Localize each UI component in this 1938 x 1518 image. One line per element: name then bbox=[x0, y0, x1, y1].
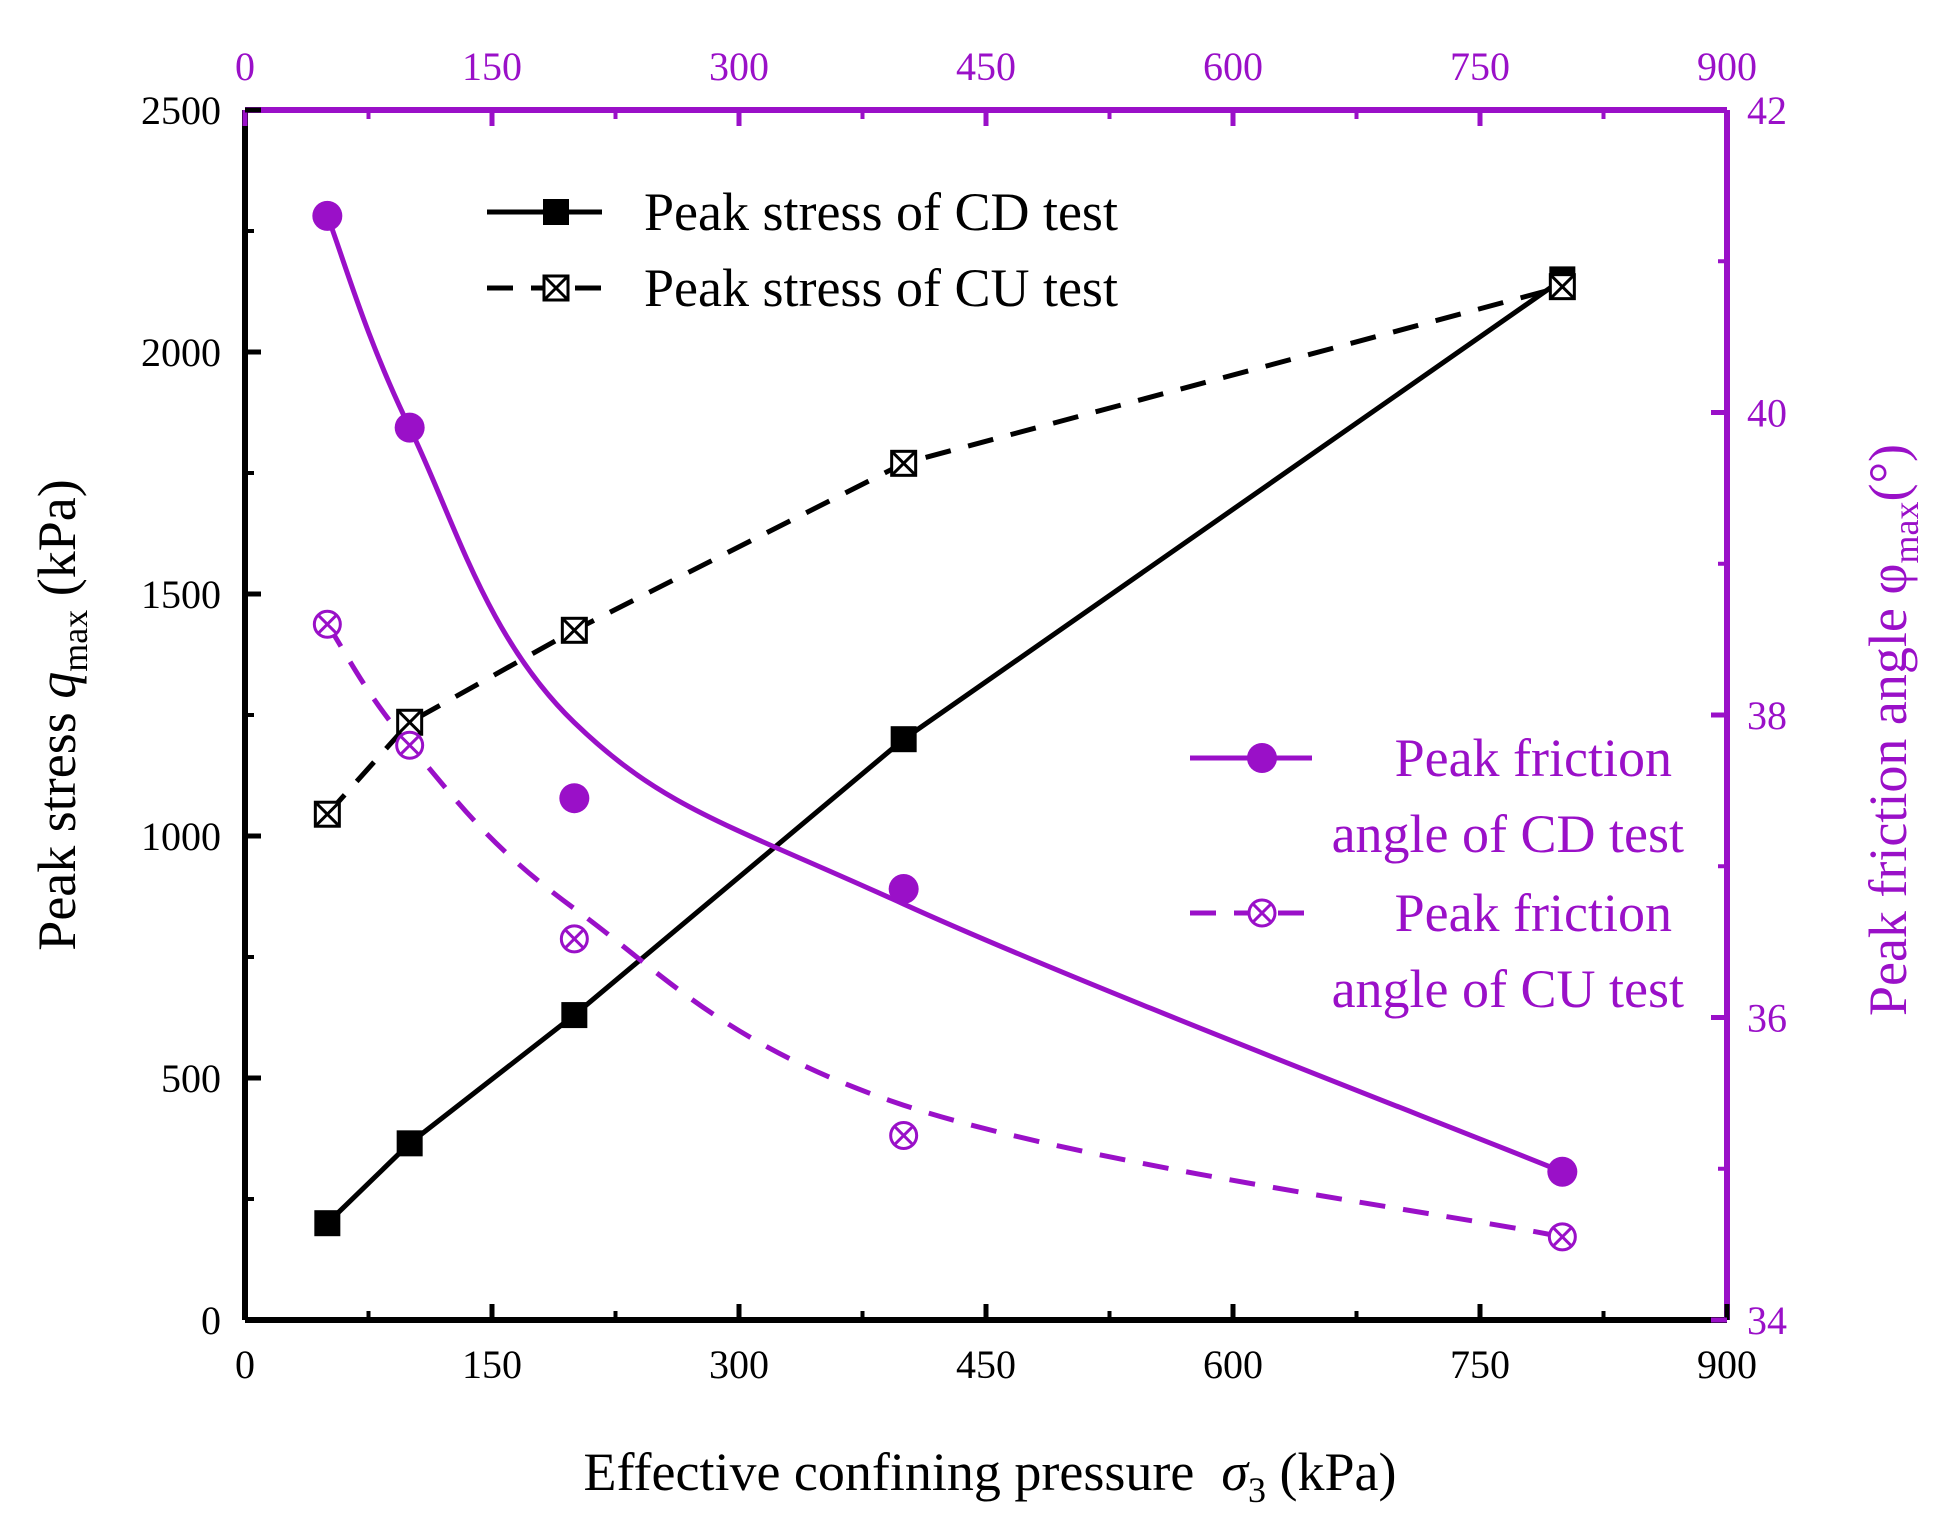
data-point-peak-friction-angle-of-cu-test-2 bbox=[559, 924, 589, 954]
data-point-peak-friction-angle-of-cu-test-1-cross bbox=[399, 734, 420, 756]
legend-marker-peak-stress-of-cu-test bbox=[542, 274, 570, 302]
x-axis-title-prefix: Effective confining pressure bbox=[584, 1442, 1222, 1502]
x-tick-label: 900 bbox=[1697, 1342, 1757, 1387]
data-point-peak-friction-angle-of-cu-test-0-cross bbox=[317, 613, 338, 635]
series-line-peak-stress-of-cu-test bbox=[325, 284, 1563, 816]
x-tick-label: 750 bbox=[1450, 1342, 1510, 1387]
data-point-peak-friction-angle-of-cu-test-4 bbox=[1547, 1222, 1577, 1252]
data-point-peak-stress-of-cu-test-4-cross bbox=[1549, 273, 1576, 300]
legend-label-line1: Peak friction bbox=[1395, 728, 1672, 788]
x-top-tick-label: 600 bbox=[1203, 44, 1263, 89]
y-left-title-suffix: (kPa) bbox=[27, 479, 87, 609]
y-right-tick-label: 34 bbox=[1747, 1298, 1787, 1343]
y-left-tick-label: 2000 bbox=[141, 330, 221, 375]
y-right-title-suffix: (°) bbox=[1858, 444, 1918, 502]
legend-label-line1: Peak friction bbox=[1395, 883, 1672, 943]
y-right-tick-label: 42 bbox=[1747, 88, 1787, 133]
data-point-peak-stress-of-cu-test-0 bbox=[313, 800, 341, 828]
data-point-peak-friction-angle-of-cd-test-3 bbox=[888, 873, 919, 904]
y-right-tick-label: 38 bbox=[1747, 693, 1787, 738]
legend-label-line2: angle of CU test bbox=[1332, 959, 1684, 1019]
y-left-tick-label: 2500 bbox=[141, 88, 221, 133]
x-top-tick-label: 150 bbox=[462, 44, 522, 89]
data-point-peak-stress-of-cu-test-0-cross bbox=[314, 801, 341, 828]
y-left-tick-label: 500 bbox=[161, 1056, 221, 1101]
legend-label: Peak stress of CU test bbox=[644, 258, 1118, 318]
x-top-tick-label: 750 bbox=[1450, 44, 1510, 89]
data-point-peak-friction-angle-of-cd-test-0 bbox=[312, 200, 343, 231]
x-axis-title: Effective confining pressure σ3 (kPa) bbox=[584, 1442, 1397, 1510]
data-point-peak-friction-angle-of-cu-test-3-cross bbox=[893, 1125, 914, 1146]
legend-label-line2: angle of CD test bbox=[1332, 804, 1684, 864]
data-point-peak-friction-angle-of-cu-test-3 bbox=[889, 1120, 919, 1150]
data-point-peak-friction-angle-of-cd-test-2 bbox=[559, 783, 590, 814]
x-top-tick-label: 450 bbox=[956, 44, 1016, 89]
legend-marker-peak-stress-of-cu-test-cross bbox=[542, 274, 570, 302]
y-right-axis-title: Peak friction angle φmax(°) bbox=[1858, 444, 1926, 1016]
x-tick-label: 0 bbox=[235, 1342, 255, 1387]
x-tick-label: 300 bbox=[709, 1342, 769, 1387]
x-top-tick-label: 0 bbox=[235, 44, 255, 89]
series-line-peak-friction-angle-of-cd-test bbox=[325, 214, 1564, 1175]
y-right-title-sub: max bbox=[1886, 502, 1926, 564]
y-right-tick-label: 40 bbox=[1747, 391, 1787, 436]
data-point-peak-stress-of-cd-test-3 bbox=[890, 726, 917, 753]
y-left-tick-label: 1000 bbox=[141, 814, 221, 859]
x-top-tick-label: 900 bbox=[1697, 44, 1757, 89]
legend-marker-peak-friction-angle-of-cd-test bbox=[1247, 743, 1277, 773]
data-point-peak-friction-angle-of-cu-test-2-cross bbox=[564, 928, 585, 950]
y-right-tick-label: 36 bbox=[1747, 996, 1787, 1041]
data-point-peak-stress-of-cu-test-1-cross bbox=[396, 709, 423, 736]
legend-marker-peak-friction-angle-of-cu-test-cross bbox=[1251, 902, 1273, 924]
y-left-title-symbol: q bbox=[27, 672, 87, 699]
y-left-title-prefix: Peak stress bbox=[27, 699, 87, 951]
data-point-peak-stress-of-cu-test-2 bbox=[560, 616, 588, 644]
series-line-peak-stress-of-cd-test bbox=[325, 277, 1564, 1225]
y-left-title-sub: max bbox=[55, 610, 95, 672]
x-tick-label: 150 bbox=[462, 1342, 522, 1387]
data-point-peak-stress-of-cu-test-3 bbox=[890, 449, 918, 477]
y-left-tick-label: 1500 bbox=[141, 572, 221, 617]
y-left-tick-label: 0 bbox=[201, 1298, 221, 1343]
data-point-peak-friction-angle-of-cd-test-4 bbox=[1547, 1156, 1578, 1187]
x-axis-title-symbol: σ bbox=[1221, 1442, 1250, 1502]
legend-marker-peak-stress-of-cd-test bbox=[543, 199, 569, 225]
data-point-peak-friction-angle-of-cu-test-0 bbox=[312, 609, 342, 639]
x-axis-title-suffix: (kPa) bbox=[1266, 1442, 1396, 1502]
x-tick-label: 450 bbox=[956, 1342, 1016, 1387]
data-point-peak-stress-of-cu-test-1 bbox=[396, 708, 424, 736]
data-point-peak-stress-of-cd-test-2 bbox=[561, 1002, 588, 1029]
data-point-peak-stress-of-cd-test-0 bbox=[314, 1210, 341, 1237]
data-point-peak-stress-of-cu-test-3-cross bbox=[890, 450, 917, 477]
x-axis-title-sub: 3 bbox=[1248, 1470, 1266, 1510]
legend-marker-peak-friction-angle-of-cu-test bbox=[1247, 898, 1277, 928]
y-right-title-prefix: Peak friction angle φ bbox=[1858, 564, 1918, 1017]
series-line-peak-friction-angle-of-cu-test bbox=[325, 622, 1563, 1240]
x-tick-label: 600 bbox=[1203, 1342, 1263, 1387]
x-top-tick-label: 300 bbox=[709, 44, 769, 89]
legend-label: Peak stress of CD test bbox=[644, 182, 1118, 242]
data-point-peak-stress-of-cu-test-2-cross bbox=[561, 617, 588, 644]
data-point-peak-friction-angle-of-cu-test-1 bbox=[395, 730, 425, 760]
data-point-peak-friction-angle-of-cd-test-1 bbox=[394, 412, 425, 443]
data-point-peak-friction-angle-of-cu-test-4-cross bbox=[1552, 1226, 1573, 1248]
y-left-axis-title: Peak stress qmax (kPa) bbox=[27, 479, 95, 950]
data-point-peak-stress-of-cd-test-1 bbox=[396, 1130, 423, 1157]
data-point-peak-stress-of-cu-test-4 bbox=[1548, 273, 1576, 301]
